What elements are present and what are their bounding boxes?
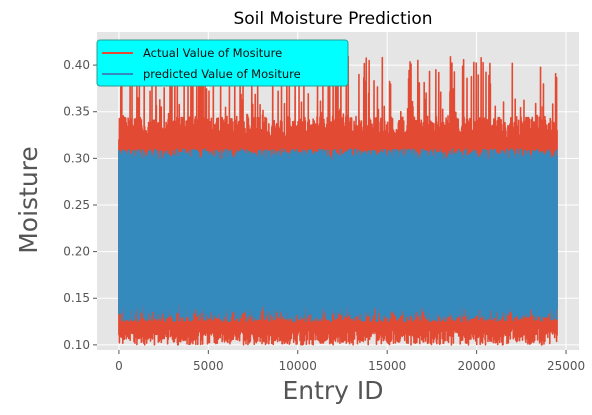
x-tick-label: 20000	[458, 359, 496, 373]
legend-box	[96, 39, 349, 87]
chart-title: Soil Moisture Prediction	[233, 9, 432, 29]
x-tick-label: 0	[115, 359, 123, 373]
legend-entry-actual: Actual Value of Mositure	[143, 46, 282, 60]
legend: Actual Value of Mositure predicted Value…	[96, 39, 349, 87]
x-tick-label: 25000	[547, 359, 585, 373]
y-tick-label: 0.20	[63, 245, 90, 259]
axes: 0 5000 10000 15000 20000 25000 0.10 0.15 0.20 0.2…	[63, 58, 585, 373]
legend-entry-predicted: predicted Value of Mositure	[143, 67, 301, 81]
series-predicted-line	[118, 148, 558, 323]
y-tick-label: 0.30	[63, 151, 90, 165]
x-axis-label: Entry ID	[282, 376, 383, 405]
y-tick-label: 0.15	[63, 291, 90, 305]
y-tick-label: 0.35	[63, 105, 90, 119]
x-tick-label: 10000	[279, 359, 317, 373]
series-layer	[118, 55, 558, 346]
y-tick-label: 0.40	[63, 58, 90, 72]
y-tick-label: 0.25	[63, 198, 90, 212]
x-tick-label: 15000	[368, 359, 406, 373]
x-tick-label: 5000	[193, 359, 224, 373]
y-tick-label: 0.10	[63, 338, 90, 352]
y-axis-label: Moisture	[14, 146, 43, 254]
